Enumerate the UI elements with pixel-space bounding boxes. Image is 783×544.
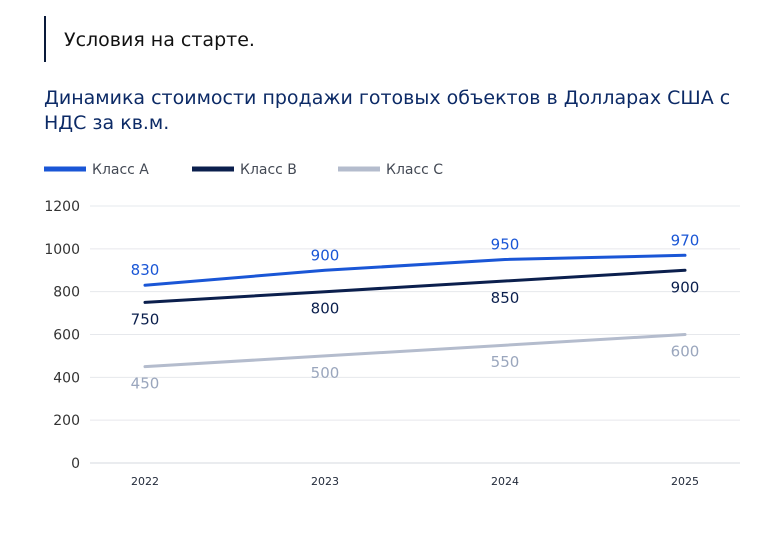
data-label: 830 bbox=[131, 261, 160, 279]
data-label: 900 bbox=[311, 246, 340, 264]
legend-label: Класс С bbox=[386, 162, 443, 178]
x-tick-label: 2023 bbox=[311, 475, 339, 488]
section-title: Условия на старте. bbox=[64, 29, 255, 51]
y-tick-label: 0 bbox=[71, 456, 80, 472]
data-label: 450 bbox=[131, 375, 160, 393]
chart-grid bbox=[90, 205, 740, 464]
chart-series bbox=[143, 253, 687, 369]
series-line bbox=[143, 268, 687, 304]
y-axis-ticks: 0 200 400 600 800 1000 1200 bbox=[44, 199, 80, 472]
data-label: 950 bbox=[491, 236, 520, 254]
x-tick-label: 2022 bbox=[131, 475, 159, 488]
data-label: 900 bbox=[671, 278, 700, 296]
data-label: 970 bbox=[671, 231, 700, 249]
data-label: 600 bbox=[671, 343, 700, 361]
chart-legend: Класс А Класс В Класс С bbox=[44, 162, 443, 178]
legend-label: Класс В bbox=[240, 162, 297, 178]
legend-label: Класс А bbox=[92, 162, 149, 178]
x-axis-ticks: 2022 2023 2024 2025 bbox=[131, 475, 699, 488]
y-tick-label: 200 bbox=[53, 413, 80, 429]
data-label: 550 bbox=[491, 353, 520, 371]
section-accent-bar bbox=[44, 16, 46, 62]
chart-title: Динамика стоимости продажи готовых объек… bbox=[44, 87, 731, 134]
data-label: 800 bbox=[311, 300, 340, 318]
data-label: 750 bbox=[131, 310, 160, 328]
data-label: 500 bbox=[311, 364, 340, 382]
y-tick-label: 1200 bbox=[44, 199, 80, 215]
y-tick-label: 1000 bbox=[44, 242, 80, 258]
x-tick-label: 2024 bbox=[491, 475, 519, 488]
series-line bbox=[143, 333, 687, 369]
data-label: 850 bbox=[491, 289, 520, 307]
x-tick-label: 2025 bbox=[671, 475, 699, 488]
y-tick-label: 400 bbox=[53, 370, 80, 386]
y-tick-label: 800 bbox=[53, 285, 80, 301]
series-line bbox=[143, 253, 687, 287]
y-tick-label: 600 bbox=[53, 328, 80, 344]
chart-data-labels: 830 900 950 970 750 800 850 900 450 500 550 600 bbox=[131, 231, 700, 392]
